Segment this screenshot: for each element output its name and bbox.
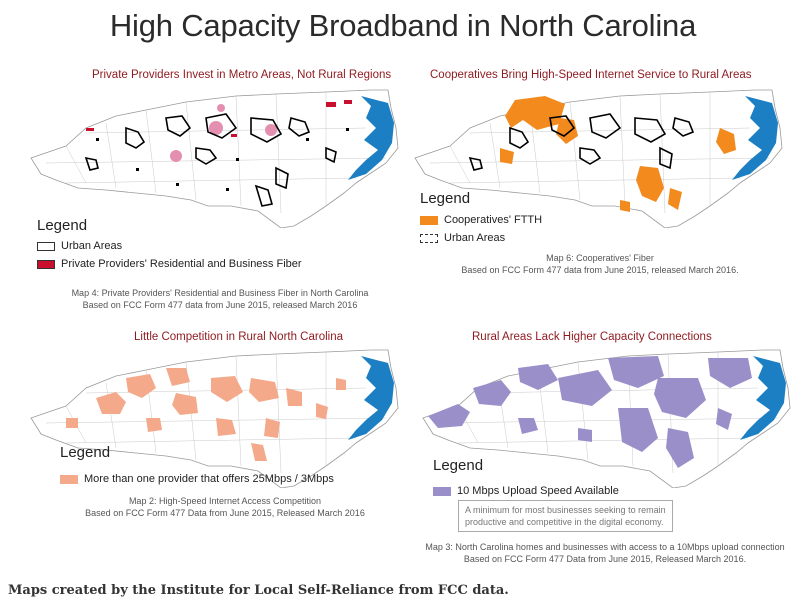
panel4-caption: Map 3: North Carolina homes and business… <box>420 541 790 565</box>
panel4-map <box>422 349 791 488</box>
competition-swatch <box>60 474 78 484</box>
panel2-urban-clusters <box>468 113 695 171</box>
panel1-private-fiber <box>86 100 352 137</box>
panel3-competition-areas <box>66 368 346 461</box>
panel3-caption-line2: Based on FCC Form 477 Data from June 201… <box>85 508 365 518</box>
panel2-legend-coop-label: Cooperatives' FTTH <box>444 214 543 226</box>
panel2-county-lines <box>429 92 771 214</box>
page-title: High Capacity Broadband in North Carolin… <box>109 8 697 43</box>
panel1-caption-line2: Based on FCC Form 477 data from June 201… <box>82 300 358 310</box>
panel2-legend-coop: Cooperatives' FTTH <box>420 214 542 226</box>
panel4-note-line2: productive and competitive in the digita… <box>465 517 664 527</box>
panel1-caption: Map 4: Private Providers' Residential an… <box>50 287 390 311</box>
panel3-legend-heading: Legend <box>60 444 111 461</box>
urban-area-swatch <box>37 241 55 251</box>
panel2-caption-line1: Map 6: Cooperatives' Fiber <box>546 253 654 263</box>
panel3-title: Little Competition in Rural North Caroli… <box>134 331 344 343</box>
panel2-caption-line2: Based on FCC Form 477 data from June 201… <box>461 265 739 275</box>
panel2-legend-heading: Legend <box>420 190 471 207</box>
panel4-upload-areas <box>428 356 752 468</box>
panel4-title: Rural Areas Lack Higher Capacity Connect… <box>472 331 712 343</box>
panel3-caption-line1: Map 2: High-Speed Internet Access Compet… <box>128 496 322 506</box>
panel2-legend-urban-label: Urban Areas <box>444 232 506 244</box>
upload-speed-swatch <box>433 486 451 496</box>
panel3-legend-competition: More than one provider that offers 25Mbp… <box>60 473 334 485</box>
urban-area-swatch <box>420 233 438 243</box>
panel1-legend-urban-label: Urban Areas <box>61 240 123 252</box>
panel3-map <box>30 349 399 488</box>
coop-ftth-swatch <box>420 215 438 225</box>
panel1-legend-fiber: Private Providers' Residential and Busin… <box>37 258 302 270</box>
panel4-legend-heading: Legend <box>433 457 484 474</box>
panel3-caption: Map 2: High-Speed Internet Access Compet… <box>50 495 400 519</box>
panel1-urban-clusters <box>84 113 337 207</box>
panel1-small-towns <box>96 128 349 191</box>
panel1-caption-line1: Map 4: Private Providers' Residential an… <box>71 288 369 298</box>
panel4-legend-upload: 10 Mbps Upload Speed Available <box>433 485 619 497</box>
panel4-legend-upload-label: 10 Mbps Upload Speed Available <box>457 485 619 497</box>
panel1-legend-heading: Legend <box>37 217 88 234</box>
panel3-legend-competition-label: More than one provider that offers 25Mbp… <box>84 473 334 485</box>
panel2-legend-urban: Urban Areas <box>420 232 505 244</box>
panel4-caption-line2: Based on FCC Form 477 Data from June 201… <box>463 554 747 564</box>
panel2-map <box>414 89 783 228</box>
panel1-legend-urban: Urban Areas <box>37 240 122 252</box>
private-fiber-swatch <box>37 259 55 269</box>
panel2-caption: Map 6: Cooperatives' Fiber Based on FCC … <box>430 252 770 276</box>
panel1-map <box>30 89 399 228</box>
panel1-pink-areas <box>170 104 277 162</box>
panel1-title: Private Providers Invest in Metro Areas,… <box>92 69 392 81</box>
panel4-note-line1: A minimum for most businesses seeking to… <box>465 505 666 515</box>
panel1-legend-fiber-label: Private Providers' Residential and Busin… <box>61 258 302 270</box>
panel4-note: A minimum for most businesses seeking to… <box>458 500 673 532</box>
footer-credit: Maps created by the Institute for Local … <box>8 583 509 598</box>
panel4-caption-line1: Map 3: North Carolina homes and business… <box>425 542 785 552</box>
panel2-title: Cooperatives Bring High-Speed Internet S… <box>430 69 752 81</box>
